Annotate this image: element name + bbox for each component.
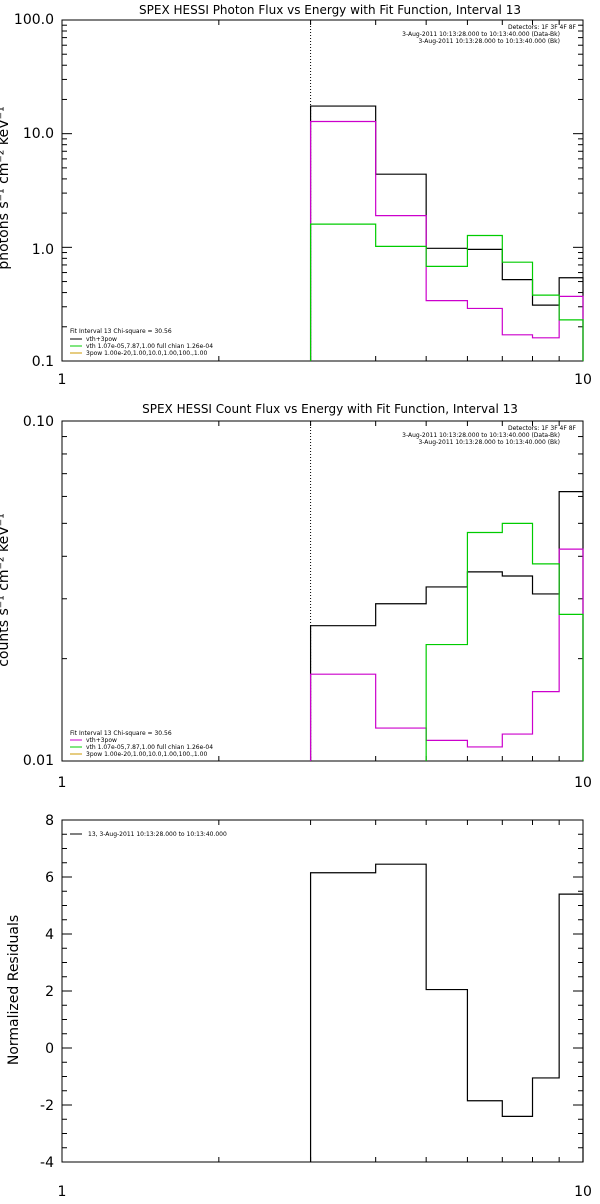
count-flux-y-tick-0.10: 0.10 — [23, 414, 54, 430]
count-flux-detectors: Detectors: 1F 3F 4F 8F — [508, 425, 577, 432]
residuals-y-tick-6: 6 — [45, 870, 54, 886]
residuals-y-tick--2: -2 — [40, 1098, 54, 1114]
photon-flux-series-2 — [309, 223, 584, 361]
photon-flux-title: SPEX HESSI Photon Flux vs Energy with Fi… — [139, 3, 521, 17]
photon-flux-y-tick-10: 10.0 — [23, 126, 54, 142]
count-flux-legend-2: vth 1.07e-05,7.87,1.00 full chian 1.26e-… — [86, 744, 213, 751]
residuals-y-axis-label: Normalized Residuals — [6, 915, 22, 1065]
count-flux-y-axis-label: counts s⁻¹ cm⁻² keV⁻¹ — [0, 513, 12, 667]
count-flux-plot-frame — [61, 420, 584, 762]
residuals-y-tick--4: -4 — [40, 1155, 54, 1171]
count-flux-header-line-2: 3-Aug-2011 10:13:28.000 to 10:13:40.000 … — [418, 439, 560, 446]
photon-flux-x-tick-1: 1 — [58, 372, 67, 388]
residuals-plot-frame — [61, 819, 584, 1163]
photon-flux-legend-3: 3pow 1.00e-20,1.00,10.0,1.00,100.,1.00 — [86, 350, 207, 357]
photon-flux-x-tick-10: 10 — [574, 372, 592, 388]
residuals-y-tick-8: 8 — [45, 813, 54, 829]
residuals-x-tick-1: 1 — [58, 1184, 67, 1200]
count-flux-legend-chi: Fit Interval 13 Chi-square = 30.56 — [70, 730, 172, 737]
photon-flux-panel: SPEX HESSI Photon Flux vs Energy with Fi… — [0, 3, 592, 388]
photon-flux-y-axis-label: photons s⁻¹ cm⁻² keV⁻¹ — [0, 106, 12, 269]
photon-flux-plot-frame — [61, 19, 584, 362]
count-flux-x-tick-10: 10 — [574, 775, 592, 791]
residuals-y-ticks: -4 -2 0 2 4 6 8 — [40, 813, 54, 1171]
photon-flux-legend-1: vth+3pow — [86, 336, 117, 343]
count-flux-y-tick-0.01: 0.01 — [23, 753, 54, 769]
residuals-series-0 — [309, 863, 584, 1162]
count-flux-series-1 — [309, 548, 584, 761]
residuals-y-tick-4: 4 — [45, 927, 54, 943]
residuals-y-tick-2: 2 — [45, 984, 54, 1000]
photon-flux-legend-chi: Fit Interval 13 Chi-square = 30.56 — [70, 328, 172, 335]
photon-flux-series-1 — [309, 120, 584, 361]
count-flux-title: SPEX HESSI Count Flux vs Energy with Fit… — [142, 402, 518, 416]
count-flux-header-line-1: 3-Aug-2011 10:13:28.000 to 10:13:40.000 … — [402, 432, 560, 439]
count-flux-panel: SPEX HESSI Count Flux vs Energy with Fit… — [0, 402, 592, 791]
photon-flux-legend-2: vth 1.07e-05,7.87,1.00 full chian 1.26e-… — [86, 343, 213, 350]
photon-flux-y-tick-1: 1.0 — [32, 242, 54, 258]
photon-flux-detectors: Detectors: 1F 3F 4F 8F — [508, 24, 577, 31]
count-flux-x-tick-1: 1 — [58, 775, 67, 791]
residuals-legend: 13, 3-Aug-2011 10:13:28.000 to 10:13:40.… — [88, 831, 227, 838]
photon-flux-y-tick-100: 100.0 — [14, 12, 54, 28]
photon-flux-header-line-2: 3-Aug-2011 10:13:28.000 to 10:13:40.000 … — [418, 38, 560, 45]
count-flux-series-2 — [425, 522, 584, 761]
residuals-x-tick-10: 10 — [574, 1184, 592, 1200]
count-flux-legend-1: vth+3pow — [86, 737, 117, 744]
photon-flux-header-line-1: 3-Aug-2011 10:13:28.000 to 10:13:40.000 … — [402, 31, 560, 38]
photon-flux-series-0 — [309, 105, 584, 361]
count-flux-legend-3: 3pow 1.00e-20,1.00,10.0,1.00,100.,1.00 — [86, 751, 207, 758]
photon-flux-y-tick-0.1: 0.1 — [32, 354, 54, 370]
count-flux-series-0 — [309, 490, 584, 761]
residuals-y-tick-0: 0 — [45, 1041, 54, 1057]
residuals-panel: Normalized Residuals 13, 3-Aug-2011 10:1… — [6, 813, 592, 1200]
